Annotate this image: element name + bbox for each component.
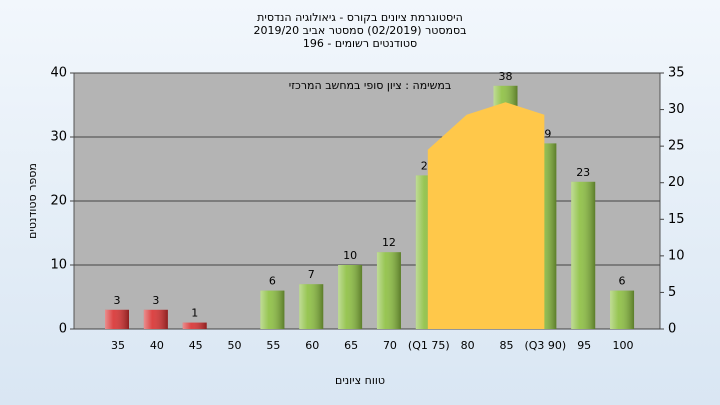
y-tick-label: 30 — [50, 130, 67, 145]
y-axis-title: מספר סטודנטים — [26, 163, 39, 239]
y-tick-label: 40 — [50, 66, 67, 81]
y2-tick-label: 35 — [668, 66, 685, 81]
bar-shading — [338, 265, 363, 329]
area — [427, 102, 545, 329]
x-tick-label: 70 — [383, 339, 397, 352]
y2-tick-label: 5 — [668, 285, 676, 300]
chart-title: היסטוגרמת ציונים בקורס - גיאולוגיה הנדסי… — [257, 11, 463, 24]
value-label: 6 — [269, 275, 276, 288]
y2-tick-label: 25 — [668, 139, 685, 154]
x-tick-label: (Q3 90) — [524, 339, 566, 352]
bar-shading — [610, 290, 635, 329]
bar-shading — [143, 309, 168, 329]
value-label: 12 — [382, 236, 396, 249]
y-tick-label: 20 — [50, 194, 67, 209]
x-tick-label: 35 — [111, 339, 125, 352]
x-axis-title: טווח ציונים — [335, 374, 385, 387]
bar-shading — [182, 322, 207, 329]
x-tick-label: 45 — [189, 339, 203, 352]
bar-shading — [105, 309, 129, 329]
chart-subtitle: בסמסטר (02/2019) סמסטר אביב 2019/20 — [253, 24, 466, 37]
x-tick-label: (Q1 75) — [408, 339, 450, 352]
y2-tick-label: 15 — [668, 212, 685, 227]
bar-shading — [299, 284, 324, 329]
chart-subtitle: סטודנטים רשומים - 196 — [303, 37, 417, 50]
x-tick-label: 50 — [228, 339, 242, 352]
plot: 0 10 20 30 40 0 5 10 15 20 25 30 35 35 40 45 50 55 60 65 70 (… — [50, 66, 684, 353]
y2-tick-label: 20 — [668, 175, 685, 190]
x-tick-label: 100 — [613, 339, 634, 352]
y2-tick-label: 30 — [668, 102, 685, 117]
x-tick-label: 60 — [305, 339, 319, 352]
x-tick-label: 55 — [266, 339, 280, 352]
value-label: 6 — [619, 275, 626, 288]
x-tick-label: 40 — [150, 339, 164, 352]
value-label: 7 — [308, 268, 315, 281]
y-tick-label: 0 — [59, 322, 67, 337]
x-tick-label: 95 — [577, 339, 591, 352]
y-tick-label: 10 — [50, 258, 67, 273]
bar-shading — [376, 252, 401, 329]
value-label: 38 — [499, 70, 513, 83]
value-label: 1 — [191, 307, 198, 320]
x-tick-label: 65 — [344, 339, 358, 352]
bar-shading — [260, 290, 285, 329]
annotation: במשימה : ציון סופי במחשב המרכזי — [289, 79, 452, 92]
value-label: 23 — [576, 166, 590, 179]
x-tick-label: 85 — [500, 339, 514, 352]
value-label: 3 — [114, 294, 121, 307]
value-label: 10 — [343, 249, 357, 262]
value-label: 3 — [152, 294, 159, 307]
x-tick-label: 80 — [461, 339, 475, 352]
bar-shading — [571, 181, 596, 329]
y2-tick-label: 10 — [668, 248, 685, 263]
y2-tick-label: 0 — [668, 322, 676, 337]
